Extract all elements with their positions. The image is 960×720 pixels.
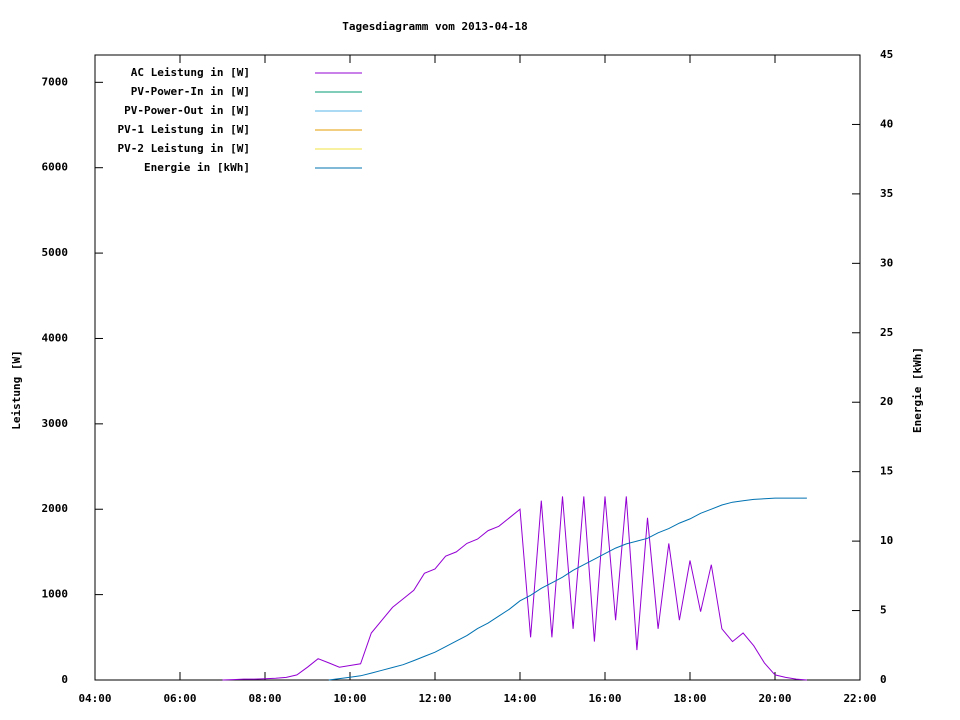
legend-label: AC Leistung in [W] xyxy=(131,66,250,79)
x-tick-label: 04:00 xyxy=(78,692,111,705)
y-tick-label: 3000 xyxy=(42,417,69,430)
x-tick-label: 16:00 xyxy=(588,692,621,705)
y-tick-label: 7000 xyxy=(42,75,69,88)
y2-tick-label: 45 xyxy=(880,48,893,61)
y-tick-label: 2000 xyxy=(42,502,69,515)
legend-label: PV-Power-In in [W] xyxy=(131,85,250,98)
series-line xyxy=(222,496,807,681)
y2-axis-label: Energie [kWh] xyxy=(911,347,924,433)
legend-label: Energie in [kWh] xyxy=(144,161,250,174)
y2-tick-label: 25 xyxy=(880,326,893,339)
legend-label: PV-Power-Out in [W] xyxy=(124,104,250,117)
y-tick-label: 1000 xyxy=(42,588,69,601)
x-tick-label: 12:00 xyxy=(418,692,451,705)
legend-label: PV-1 Leistung in [W] xyxy=(118,123,250,136)
y2-tick-label: 5 xyxy=(880,604,887,617)
y2-tick-label: 40 xyxy=(880,117,893,130)
x-tick-label: 14:00 xyxy=(503,692,536,705)
series-line xyxy=(328,497,807,681)
y2-tick-label: 20 xyxy=(880,395,893,408)
x-tick-label: 08:00 xyxy=(248,692,281,705)
x-tick-label: 22:00 xyxy=(843,692,876,705)
y2-tick-label: 0 xyxy=(880,673,887,686)
y2-tick-label: 10 xyxy=(880,534,893,547)
chart-title: Tagesdiagramm vom 2013-04-18 xyxy=(342,20,527,33)
y-axis-label: Leistung [W] xyxy=(10,350,23,429)
legend-label: PV-2 Leistung in [W] xyxy=(118,142,250,155)
y-tick-label: 5000 xyxy=(42,246,69,259)
y-tick-label: 6000 xyxy=(42,161,69,174)
x-tick-label: 20:00 xyxy=(758,692,791,705)
x-tick-label: 10:00 xyxy=(333,692,366,705)
x-tick-label: 06:00 xyxy=(163,692,196,705)
y-tick-label: 4000 xyxy=(42,331,69,344)
y2-tick-label: 15 xyxy=(880,465,893,478)
plot-frame xyxy=(94,54,861,681)
y2-tick-label: 35 xyxy=(880,187,893,200)
y2-tick-label: 30 xyxy=(880,256,893,269)
x-tick-label: 18:00 xyxy=(673,692,706,705)
y-tick-label: 0 xyxy=(61,673,68,686)
